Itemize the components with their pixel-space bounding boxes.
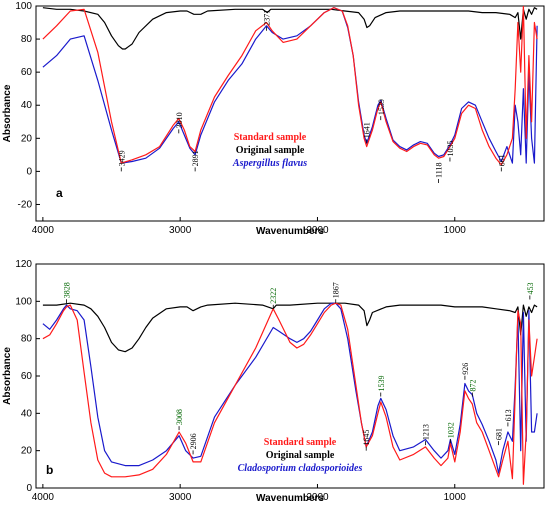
peak-label: 3828 (62, 282, 71, 298)
peak-label: 681 (495, 428, 504, 440)
y-tick-label: 100 (15, 296, 32, 307)
peak-label: 1118 (435, 163, 444, 178)
y-tick-label: 20 (21, 446, 33, 457)
peak-label: 2906 (189, 433, 198, 449)
peak-label: 1539 (377, 99, 386, 115)
plot-frame (35, 5, 545, 222)
series-line-original-sample (42, 7, 538, 50)
x-tick-label: 3000 (169, 225, 192, 236)
peak-label: 2322 (269, 288, 278, 304)
y-tick-label: 100 (15, 1, 32, 12)
y-tick-label: 60 (21, 67, 33, 78)
x-axis-label: Wavenumbers (256, 226, 324, 237)
y-tick-label: 40 (21, 408, 33, 419)
peak-label: 3008 (175, 409, 184, 425)
y-axis-label: Absorbance (2, 347, 13, 405)
x-tick-label: 2000 (306, 492, 329, 503)
x-tick-label: 4000 (32, 492, 55, 503)
x-tick-label: 1000 (444, 225, 467, 236)
legend-entry: Standard sample (234, 132, 307, 143)
chart-panel-b: 0 20 40 60 80 100 120 4000 3000 2000 1000 Wavenumbe… (2, 259, 545, 504)
y-tick-label: 20 (21, 133, 33, 144)
series-line-standard-sample (42, 302, 538, 485)
peak-label: 3429 (117, 150, 126, 166)
panel-letter: b (46, 463, 53, 477)
y-tick-label: 120 (15, 259, 32, 270)
chart-panel-a: -20 0 20 40 60 80 100 4000 3000 2000 1000 Wavenumbe… (2, 1, 545, 237)
legend-entry: Aspergillus flavus (232, 158, 307, 169)
peak-label: 3010 (175, 112, 184, 128)
peak-label: 1035 (446, 140, 455, 156)
series-line-original-sample (42, 302, 538, 353)
series-line-aspergillus-flavus (42, 7, 538, 164)
peak-label: 1645 (362, 430, 371, 446)
legend-entry: Original sample (266, 450, 335, 461)
series-line-standard-sample (42, 6, 538, 166)
y-tick-label: 60 (21, 371, 33, 382)
x-tick-label: 2000 (306, 225, 329, 236)
y-tick-label: 80 (21, 34, 33, 45)
peak-label: 1032 (446, 422, 455, 438)
peak-label: 1539 (377, 376, 386, 392)
peak-label: 661 (497, 154, 506, 166)
peak-label: 872 (468, 380, 477, 392)
y-tick-label: 80 (21, 334, 33, 345)
legend-entry: Original sample (236, 145, 305, 156)
peak-label: 1867 (332, 282, 341, 298)
peak-label: 1641 (363, 122, 372, 138)
legend-entry: Cladosporium cladosporioides (238, 463, 363, 474)
y-tick-label: -20 (18, 199, 33, 210)
y-tick-label: 40 (21, 100, 33, 111)
peak-label: 926 (461, 363, 470, 375)
peak-label: 453 (526, 282, 535, 294)
x-tick-label: 1000 (444, 492, 467, 503)
y-tick-label: 0 (26, 166, 32, 177)
x-tick-label: 4000 (32, 225, 55, 236)
y-axis-label: Absorbance (2, 84, 13, 142)
y-tick-label: 0 (26, 483, 32, 494)
x-tick-label: 3000 (169, 492, 192, 503)
peak-label: 613 (504, 409, 513, 421)
peak-label: 2371 (263, 10, 272, 26)
legend-entry: Standard sample (264, 437, 337, 448)
peak-label: 2891 (191, 150, 200, 166)
peak-label: 1213 (422, 424, 431, 440)
panel-letter: a (56, 186, 63, 200)
x-axis-label: Wavenumbers (256, 493, 324, 504)
